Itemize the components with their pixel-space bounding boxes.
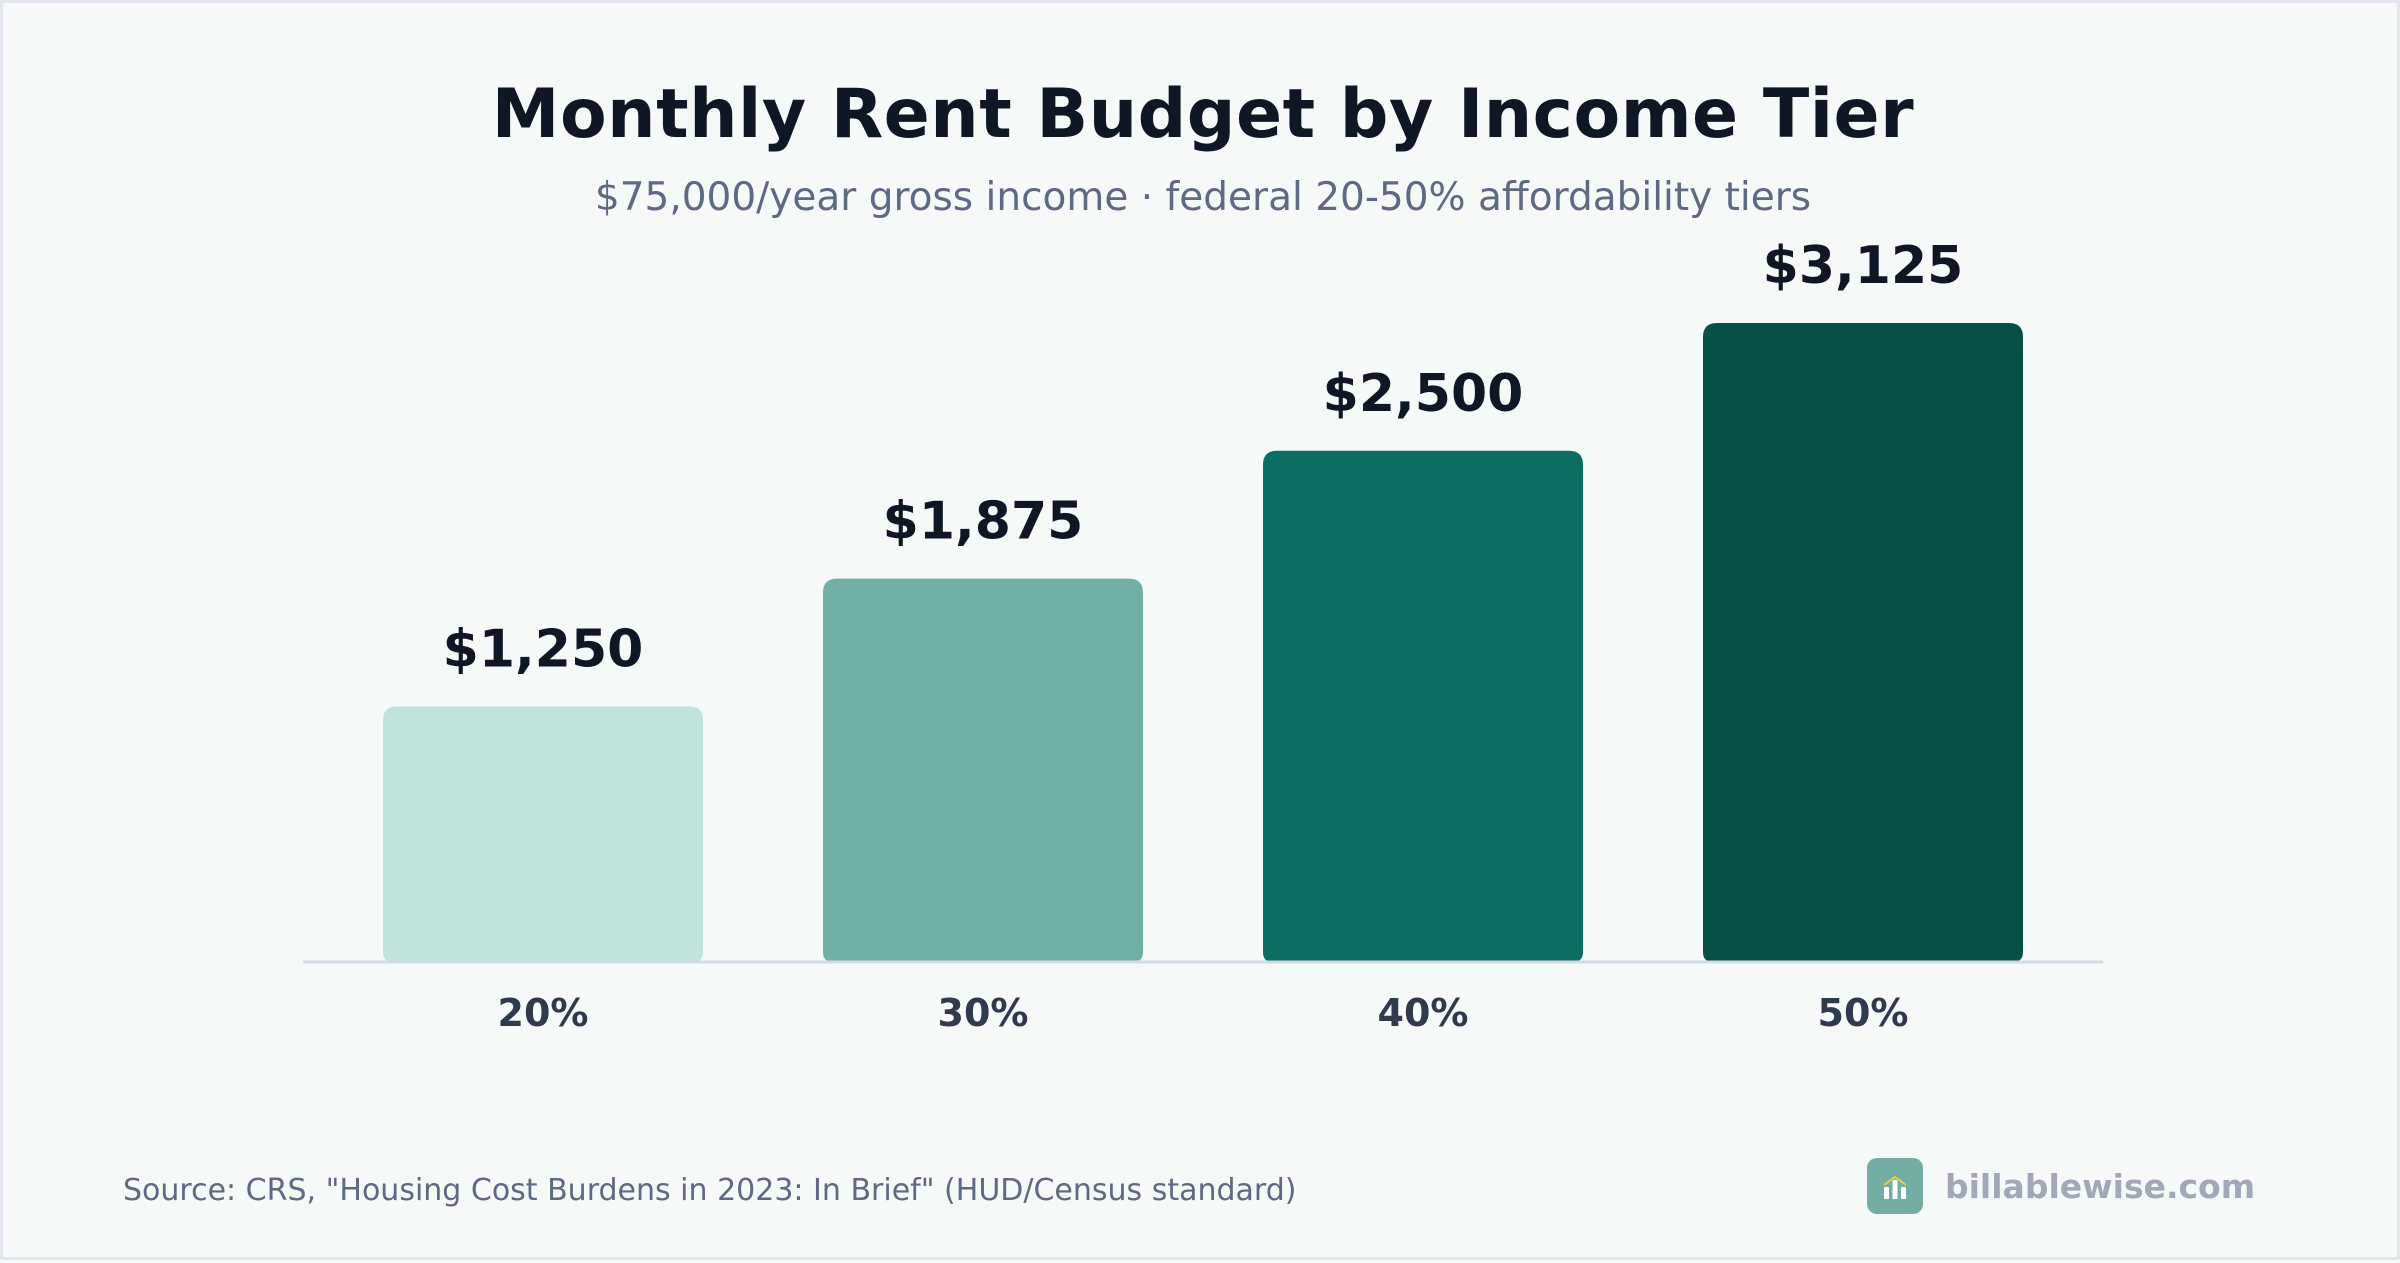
bar-30pct [823,578,1143,962]
labels-layer: $1,250 20% $1,875 30% $2,500 40% $3,125 50% [443,236,1964,1035]
x-tick-label: 50% [1818,991,1909,1035]
brand-name: billablewise.com [1945,1166,2256,1206]
source-note: Source: CRS, "Housing Cost Burdens in 20… [123,1173,1297,1208]
brand: billablewise.com [1867,1158,2255,1214]
x-tick-label: 30% [938,991,1029,1035]
bar-chart-logo-icon [1867,1158,1923,1214]
bar-20pct [383,706,703,962]
value-label: $3,125 [1763,236,1964,296]
chart-title: Monthly Rent Budget by Income Tier [491,75,1915,154]
bar-40pct [1263,450,1583,962]
x-tick-label: 20% [498,991,589,1035]
bars-layer [383,323,2023,962]
chart-subtitle: $75,000/year gross income · federal 20-5… [594,175,1812,220]
value-label: $1,250 [443,619,644,679]
value-label: $2,500 [1323,364,1524,424]
value-label: $1,875 [883,492,1084,552]
x-tick-label: 40% [1378,991,1469,1035]
bar-50pct [1703,323,2023,962]
bar-chart: $1,250 20% $1,875 30% $2,500 40% $3,125 50% [303,236,2103,1035]
